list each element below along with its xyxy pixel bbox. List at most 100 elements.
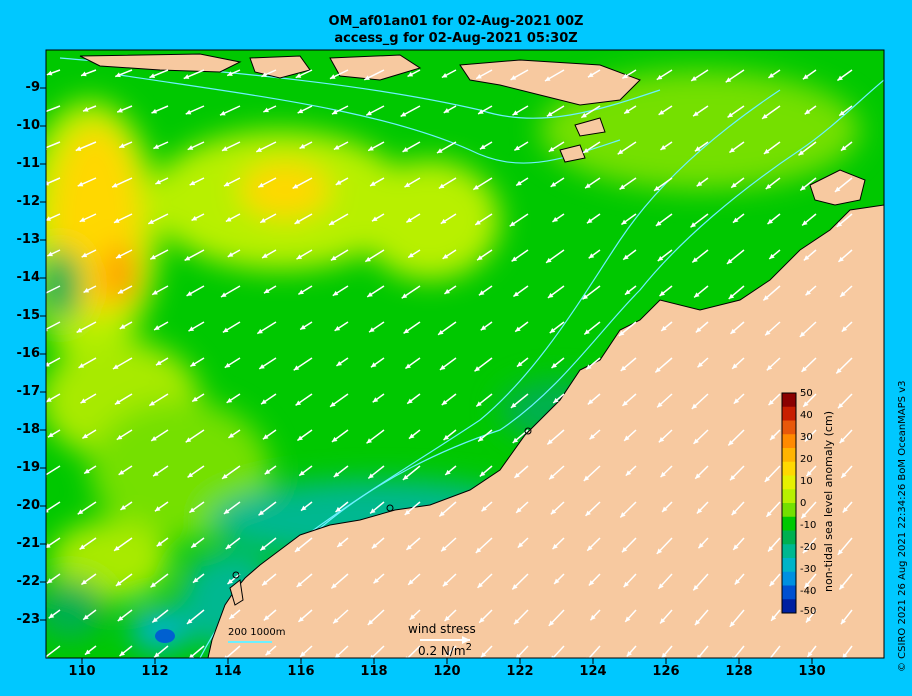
colorbar-swatch <box>782 420 796 435</box>
wind-arrow-head <box>769 253 775 259</box>
colorbar-swatch <box>782 448 796 463</box>
wind-arrow-head <box>188 326 195 332</box>
wind-arrow-head <box>732 217 739 223</box>
wind-arrow-head <box>402 474 409 480</box>
wind-arrow-head <box>403 328 410 334</box>
colorbar-tick: 10 <box>800 476 813 487</box>
wind-arrow-head <box>46 180 50 186</box>
wind-arrow-head <box>47 432 54 438</box>
wind-arrow-head <box>509 221 516 227</box>
wind-arrow-head <box>656 548 663 554</box>
wind-arrow-head <box>477 255 483 261</box>
wind-arrow-head <box>766 511 772 517</box>
wind-arrow-head <box>222 327 229 333</box>
wind-arrow-head <box>475 547 482 553</box>
wind-arrow-head <box>834 186 841 192</box>
wind-arrow-head <box>839 437 845 444</box>
wind-arrow-head <box>152 290 158 295</box>
wind-arrow-head <box>804 109 811 115</box>
colorbar-tick: 0 <box>800 498 807 509</box>
wind-arrow-head <box>441 546 447 552</box>
wind-arrow-head <box>370 654 375 658</box>
wind-arrow-head <box>513 618 520 625</box>
wind-arrow-head <box>39 110 45 115</box>
y-tick-label: -20 <box>16 498 41 513</box>
wind-arrow-head <box>729 474 736 481</box>
wind-arrow-head <box>517 542 524 548</box>
wind-arrow-head <box>550 509 557 515</box>
wind-arrow-head <box>75 146 82 151</box>
wind-arrow-head <box>661 652 667 658</box>
wind-arrow-head <box>799 331 806 337</box>
wind-arrow-head <box>259 364 265 369</box>
wind-arrow-head <box>373 578 379 584</box>
colorbar-swatch <box>782 489 796 504</box>
wind-arrow-head <box>153 144 160 149</box>
wind-arrow-head <box>516 180 522 186</box>
wind-arrow-head <box>839 110 845 116</box>
y-tick-label: -23 <box>16 612 41 627</box>
wind-arrow-head <box>406 544 412 550</box>
wind-arrow-head <box>547 439 553 445</box>
wind-stress-reference-arrow <box>420 636 470 644</box>
y-tick-label: -18 <box>16 422 41 437</box>
wind-arrow-head <box>515 326 521 332</box>
wind-arrow-head <box>693 584 699 591</box>
wind-arrow-head <box>763 148 770 154</box>
x-tick-label: 118 <box>360 664 388 679</box>
wind-arrow-head <box>731 509 737 516</box>
wind-arrow <box>733 645 745 658</box>
wind-arrow-head <box>371 543 378 549</box>
wind-arrow-head <box>803 255 810 261</box>
wind-arrow-head <box>227 252 234 257</box>
wind-arrow-head <box>553 397 559 403</box>
wind-arrow-head <box>191 542 197 548</box>
wind-arrow-head <box>151 108 158 114</box>
wind-arrow-head <box>149 400 155 406</box>
wind-arrow-head <box>404 182 411 188</box>
wind-arrow-head <box>803 401 809 407</box>
wind-arrow-head <box>623 254 629 260</box>
wind-arrow-head <box>46 70 53 76</box>
wind-arrow-head <box>257 328 263 334</box>
wind-arrow-head <box>837 75 843 81</box>
wind-arrow-head <box>48 613 55 619</box>
wind-arrow-head <box>655 220 662 226</box>
wind-arrow-head <box>330 255 337 261</box>
wind-arrow-head <box>300 324 306 330</box>
wind-arrow-head <box>300 505 307 511</box>
wind-arrow-head <box>838 256 844 262</box>
wind-arrow-head <box>115 253 122 259</box>
wind-arrow-head <box>588 253 595 259</box>
wind-arrow-head <box>222 473 228 479</box>
wind-arrow-head <box>83 287 90 293</box>
wind-arrow-head <box>47 251 53 257</box>
wind-arrow-head <box>155 360 162 366</box>
y-tick-label: -11 <box>16 156 41 171</box>
wind-arrow-head <box>265 650 271 656</box>
wind-arrow-head <box>226 397 233 403</box>
wind-arrow-head <box>114 399 121 405</box>
wind-arrow-head <box>836 221 843 227</box>
wind-arrow-head <box>729 147 735 153</box>
wind-arrow-head <box>693 438 699 444</box>
wind-arrow-head <box>190 361 196 367</box>
credit-text: © CSIRO 2021 26 Aug 2021 22:34:26 BoM Oc… <box>897 380 908 673</box>
wind-arrow-head <box>84 649 91 655</box>
wind-arrow-head <box>331 436 338 442</box>
wind-arrow-head <box>367 619 374 625</box>
wind-arrow-head <box>333 618 339 624</box>
wind-arrow-head <box>221 146 228 151</box>
wind-arrow-head <box>552 543 558 550</box>
wind-arrow-head <box>767 218 773 225</box>
sea-level-field <box>39 50 884 658</box>
wind-arrow-head <box>589 434 595 440</box>
wind-arrow-head <box>515 653 521 658</box>
wind-arrow-head <box>40 291 46 295</box>
wind-arrow-head <box>798 150 804 156</box>
wind-arrow-head <box>155 179 161 185</box>
wind-arrow-head <box>227 578 233 585</box>
wind-arrow-head <box>548 620 555 626</box>
wind-arrow-head <box>116 434 123 440</box>
island-alor <box>329 54 422 81</box>
